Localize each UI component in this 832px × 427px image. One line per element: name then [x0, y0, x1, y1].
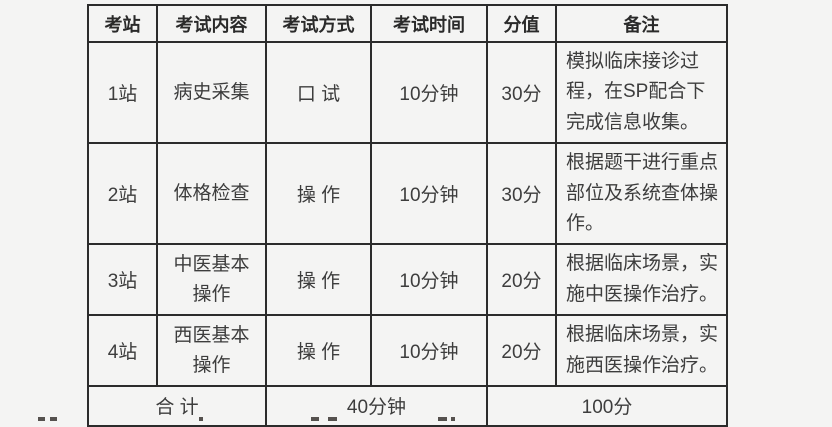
- content-cell: 体格检查: [156, 142, 267, 246]
- score-cell: 30分: [486, 142, 557, 246]
- glyph-top-mark: [451, 417, 455, 421]
- station-cell: 2站: [87, 142, 158, 246]
- score-cell: 20分: [486, 243, 557, 317]
- col-header-time: 考试时间: [370, 4, 488, 43]
- remark-cell: 根据题干进行重点 部位及系统查体操 作。: [555, 142, 728, 246]
- glyph-top-mark: [38, 417, 45, 421]
- method-cell: 操 作: [265, 243, 372, 317]
- col-header-score: 分值: [486, 4, 557, 43]
- method-cell: 操 作: [265, 314, 372, 387]
- glyph-top-mark: [311, 417, 319, 421]
- content-cell: 西医基本 操作: [156, 314, 267, 387]
- station-cell: 3站: [87, 243, 158, 317]
- time-cell: 10分钟: [370, 314, 488, 387]
- table-row: 3站 中医基本 操作 操 作 10分钟 20分 根据临床场景，实 施中医操作治疗…: [87, 243, 728, 317]
- time-cell: 10分钟: [370, 142, 488, 246]
- table-row: 2站 体格检查 操 作 10分钟 30分 根据题干进行重点 部位及系统查体操 作…: [87, 142, 728, 246]
- method-cell: 操 作: [265, 142, 372, 246]
- col-header-content: 考试内容: [156, 4, 267, 43]
- table-header-row: 考站 考试内容 考试方式 考试时间 分值 备注: [87, 4, 728, 43]
- table-row: 1站 病史采集 口 试 10分钟 30分 模拟临床接诊过 程，在SP配合下 完成…: [87, 40, 728, 145]
- clipped-text-remnant: [0, 417, 832, 422]
- glyph-top-mark: [50, 417, 57, 421]
- station-cell: 1站: [87, 40, 158, 145]
- remark-cell: 根据临床场景，实 施中医操作治疗。: [555, 243, 728, 317]
- col-header-remark: 备注: [555, 4, 728, 43]
- time-cell: 10分钟: [370, 40, 488, 145]
- total-label-cell: 合 计: [87, 384, 267, 427]
- glyph-top-mark: [199, 417, 203, 421]
- method-cell: 口 试: [265, 40, 372, 145]
- station-cell: 4站: [87, 314, 158, 387]
- total-time-cell: 40分钟: [265, 384, 488, 427]
- exam-schedule-table: 考站 考试内容 考试方式 考试时间 分值 备注 1站 病史采集 口 试 10分钟…: [87, 4, 728, 427]
- time-cell: 10分钟: [370, 243, 488, 317]
- table-row: 4站 西医基本 操作 操 作 10分钟 20分 根据临床场景，实 施西医操作治疗…: [87, 314, 728, 387]
- content-cell: 中医基本 操作: [156, 243, 267, 317]
- content-cell: 病史采集: [156, 40, 267, 145]
- remark-cell: 模拟临床接诊过 程，在SP配合下 完成信息收集。: [555, 40, 728, 145]
- col-header-method: 考试方式: [265, 4, 372, 43]
- col-header-station: 考站: [87, 4, 158, 43]
- score-cell: 30分: [486, 40, 557, 145]
- score-cell: 20分: [486, 314, 557, 387]
- glyph-top-mark: [328, 417, 337, 421]
- remark-cell: 根据临床场景，实 施西医操作治疗。: [555, 314, 728, 387]
- glyph-top-mark: [438, 417, 447, 421]
